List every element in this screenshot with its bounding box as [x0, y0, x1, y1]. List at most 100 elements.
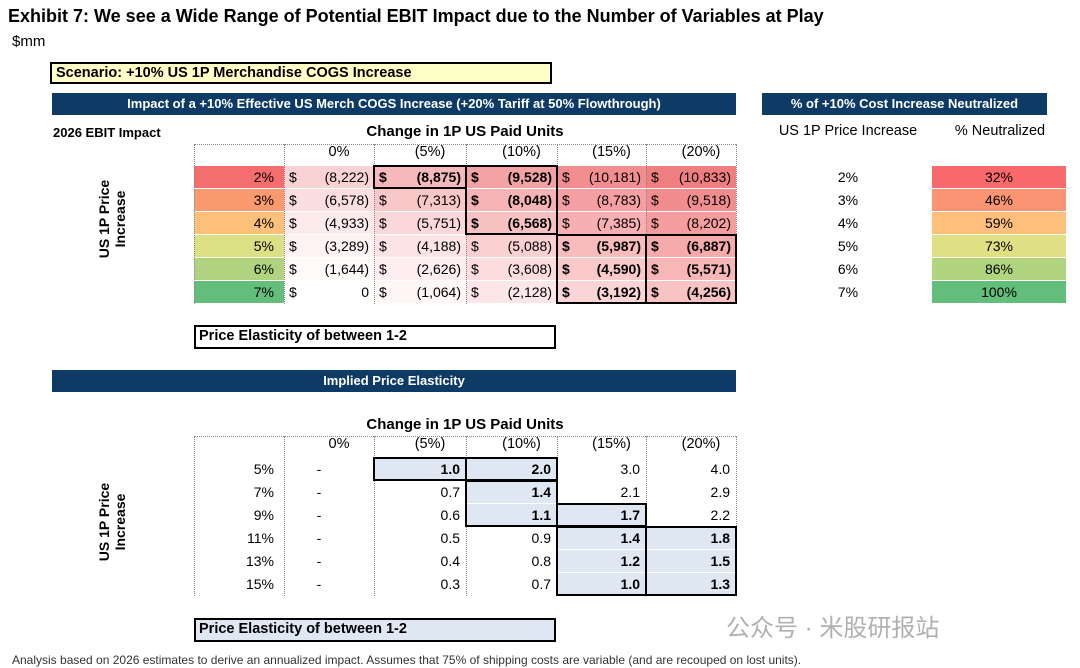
- neutralized-percent: 32%: [932, 166, 1066, 188]
- elasticity-cell: 1.4: [466, 481, 557, 503]
- ebit-impact-cell: (7,313): [396, 189, 466, 211]
- ebit-impact-cell: (8,222): [306, 166, 374, 188]
- elasticity-note-2: Price Elasticity of between 1-2: [194, 618, 556, 642]
- currency-symbol: $: [284, 189, 306, 211]
- elasticity-cell: 0.9: [531, 530, 551, 546]
- elasticity-cell: 2.9: [710, 484, 730, 500]
- price-increase-row-label: 15%: [245, 576, 274, 592]
- ebit-impact-cell: (5,751): [396, 212, 466, 234]
- ebit-impact-cell: (5,088): [488, 235, 557, 257]
- column-header: (15%): [592, 144, 631, 160]
- currency-symbol: $: [284, 235, 306, 257]
- grid-line: [374, 436, 375, 596]
- price-increase-value: 7%: [837, 284, 859, 300]
- currency-symbol: $: [646, 235, 668, 257]
- neutralized-percent: 46%: [932, 189, 1066, 211]
- ebit-impact-cell: (2,626): [396, 258, 466, 280]
- currency-symbol: $: [557, 166, 579, 188]
- price-increase-row-label: 13%: [245, 553, 274, 569]
- ebit-impact-cell: (10,833): [668, 166, 736, 188]
- units-label: $mm: [12, 33, 46, 50]
- currency-symbol: $: [374, 258, 396, 280]
- ebit-impact-cell: (4,933): [306, 212, 374, 234]
- neutralized-percent: 100%: [932, 281, 1066, 303]
- elasticity-cell: 0.7: [440, 484, 460, 500]
- grid-line: [466, 436, 467, 596]
- impact-table-header: Impact of a +10% Effective US Merch COGS…: [52, 93, 736, 115]
- price-increase-value: 6%: [837, 261, 859, 277]
- neutralized-percent: 59%: [932, 212, 1066, 234]
- elasticity-cell: 1.0: [557, 573, 646, 595]
- elasticity-cell: 2.1: [620, 484, 640, 500]
- ebit-impact-cell: (8,048): [488, 189, 557, 211]
- grid-line: [736, 144, 737, 304]
- ebit-impact-cell: (8,202): [668, 212, 736, 234]
- column-header: (5%): [414, 144, 446, 160]
- price-increase-row-label: 11%: [247, 530, 274, 546]
- elasticity-cell: -: [316, 530, 322, 546]
- price-increase-row-label: 7%: [194, 281, 284, 303]
- ebit-impact-cell: (8,875): [396, 166, 466, 188]
- price-increase-row-label: 2%: [194, 166, 284, 188]
- currency-symbol: $: [284, 166, 306, 188]
- neutralized-column-header: % Neutralized: [954, 123, 1046, 139]
- column-header: (20%): [681, 436, 721, 452]
- price-increase-row-label: 6%: [194, 258, 284, 280]
- currency-symbol: $: [466, 235, 488, 257]
- elasticity-cell: 1.1: [466, 504, 557, 526]
- price-increase-value: 4%: [837, 215, 859, 231]
- price-increase-row-label: 3%: [194, 189, 284, 211]
- ebit-impact-cell: (3,608): [488, 258, 557, 280]
- price-increase-axis-label: US 1P Price Increase: [96, 179, 128, 259]
- column-header: (5%): [414, 436, 446, 452]
- price-increase-row-label: 5%: [253, 461, 274, 477]
- elasticity-cell: -: [316, 484, 322, 500]
- price-increase-row-label: 7%: [253, 484, 274, 500]
- grid-line: [557, 144, 558, 304]
- grid-line: [646, 436, 647, 596]
- elasticity-cell: 1.5: [646, 550, 736, 572]
- ebit-impact-cell: (6,578): [306, 189, 374, 211]
- currency-symbol: $: [374, 235, 396, 257]
- elasticity-cell: 0.3: [440, 576, 460, 592]
- currency-symbol: $: [374, 212, 396, 234]
- price-increase-row-label: 5%: [194, 235, 284, 257]
- currency-symbol: $: [374, 166, 396, 188]
- currency-symbol: $: [646, 281, 668, 303]
- price-increase-row-label: 9%: [253, 507, 274, 523]
- currency-symbol: $: [557, 258, 579, 280]
- ebit-impact-cell: (9,518): [668, 189, 736, 211]
- elasticity-cell: -: [316, 507, 322, 523]
- price-increase-column-header: US 1P Price Increase: [778, 123, 918, 139]
- ebit-impact-cell: (2,128): [488, 281, 557, 303]
- currency-symbol: $: [466, 189, 488, 211]
- elasticity-cell: -: [316, 576, 322, 592]
- elasticity-cell: 3.0: [620, 461, 640, 477]
- currency-symbol: $: [466, 212, 488, 234]
- currency-symbol: $: [466, 281, 488, 303]
- elasticity-cell: 2.2: [710, 507, 730, 523]
- grid-line: [646, 144, 647, 304]
- ebit-impact-cell: (1,064): [396, 281, 466, 303]
- elasticity-cell: 0.8: [531, 553, 551, 569]
- ebit-impact-cell: (3,289): [306, 235, 374, 257]
- ebit-impact-cell: (8,783): [579, 189, 646, 211]
- elasticity-cell: 4.0: [710, 461, 730, 477]
- column-header: (20%): [681, 144, 721, 160]
- elasticity-cell: 1.2: [557, 550, 646, 572]
- currency-symbol: $: [646, 212, 668, 234]
- ebit-impact-cell: 0: [306, 281, 374, 303]
- currency-symbol: $: [374, 281, 396, 303]
- ebit-impact-cell: (7,385): [579, 212, 646, 234]
- elasticity-cell: 1.7: [557, 504, 646, 526]
- currency-symbol: $: [557, 189, 579, 211]
- units-change-title: Change in 1P US Paid Units: [366, 123, 564, 140]
- currency-symbol: $: [557, 235, 579, 257]
- grid-line: [284, 436, 285, 596]
- grid-line: [284, 144, 285, 304]
- price-increase-value: 3%: [837, 192, 859, 208]
- price-increase-value: 5%: [837, 238, 859, 254]
- ebit-impact-cell: (4,590): [579, 258, 646, 280]
- elasticity-cell: 1.3: [646, 573, 736, 595]
- elasticity-cell: 1.0: [374, 458, 466, 480]
